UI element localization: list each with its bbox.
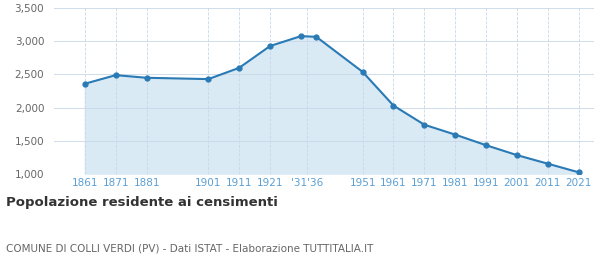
Text: COMUNE DI COLLI VERDI (PV) - Dati ISTAT - Elaborazione TUTTITALIA.IT: COMUNE DI COLLI VERDI (PV) - Dati ISTAT … xyxy=(6,244,373,254)
Text: Popolazione residente ai censimenti: Popolazione residente ai censimenti xyxy=(6,196,278,209)
